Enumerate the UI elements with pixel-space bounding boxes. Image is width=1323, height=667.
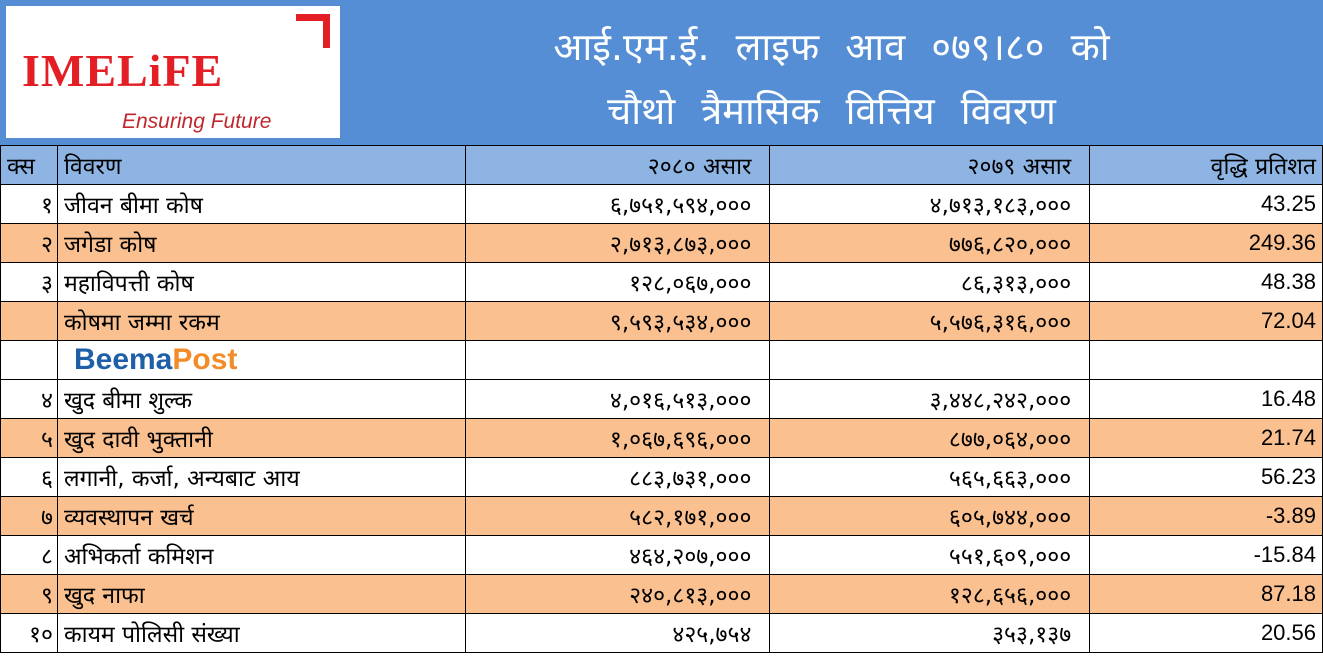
row-label: जगेडा कोष (56, 223, 466, 263)
table-row: ३ महाविपत्ती कोष १२८,०६७,००० ८६,३१३,००० 48.3… (0, 262, 1323, 302)
row-previous: ८७७,०६४,००० (769, 418, 1091, 458)
row-previous: ३,४४८,२४२,००० (769, 379, 1091, 419)
title-line-2: चौथो त्रैमासिक वित्तिय विवरण (607, 89, 1056, 133)
row-sn: ४ (0, 379, 58, 419)
row-label: खुद बीमा शुल्क (56, 379, 466, 419)
row-current: १२८,०६७,००० (464, 262, 771, 302)
row-sn: ९ (0, 574, 58, 614)
row-label: व्यवस्थापन खर्च (56, 496, 466, 536)
row-sn: ८ (0, 535, 58, 575)
table-row: ८ अभिकर्ता कमिशन ४६४,२०७,००० ५५१,६०९,००० -15… (0, 535, 1323, 575)
row-previous: ५५१,६०९,००० (769, 535, 1091, 575)
table-row: १ जीवन बीमा कोष ६,७५१,५९४,००० ४,७१३,१८३,०००… (0, 184, 1323, 224)
row-label: कोषमा जम्मा रकम (56, 301, 466, 341)
header-sn: क्स (0, 145, 58, 185)
row-sn: ५ (0, 418, 58, 458)
row-previous: ५६५,६६३,००० (769, 457, 1091, 497)
title-line-1: आई.एम.ई. लाइफ आव ०७९।८० को (553, 25, 1110, 69)
row-label: अभिकर्ता कमिशन (56, 535, 466, 575)
row-current: ८८३,७३१,००० (464, 457, 771, 497)
row-previous: १२८,६५६,००० (769, 574, 1091, 614)
row-growth: -3.89 (1089, 496, 1323, 536)
row-label: जीवन बीमा कोष (56, 184, 466, 224)
row-current: ४६४,२०७,००० (464, 535, 771, 575)
logo-tagline: Ensuring Future (122, 110, 272, 133)
row-growth: 87.18 (1089, 574, 1323, 614)
row-growth: 16.48 (1089, 379, 1323, 419)
logo-mark-icon (296, 14, 330, 48)
row-sn: ७ (0, 496, 58, 536)
row-sn: १ (0, 184, 58, 224)
row-growth: 48.38 (1089, 262, 1323, 302)
table-row: ६ लगानी, कर्जा, अन्यबाट आय ८८३,७३१,००० ५६५,… (0, 457, 1323, 497)
table-row: ७ व्यवस्थापन खर्च ५८२,१७१,००० ६०५,७४४,००० -3… (0, 496, 1323, 536)
row-previous: ५,५७६,३१६,००० (769, 301, 1091, 341)
row-previous: ७७६,८२०,००० (769, 223, 1091, 263)
header-band: IMELiFE Ensuring Future आई.एम.ई. लाइफ आव… (0, 0, 1323, 145)
table-row: २ जगेडा कोष २,७१३,८७३,००० ७७६,८२०,००० 249.36 (0, 223, 1323, 263)
row-previous: ३५३,१३७ (769, 613, 1091, 653)
table-row: ९ खुद नाफा २४०,८१३,००० १२८,६५६,००० 87.18 (0, 574, 1323, 614)
row-growth: 72.04 (1089, 301, 1323, 341)
row-sn: १० (0, 613, 58, 653)
row-growth: -15.84 (1089, 535, 1323, 575)
row-current: ४२५,७५४ (464, 613, 771, 653)
ime-life-logo: IMELiFE Ensuring Future (6, 6, 340, 138)
table-row: ५ खुद दावी भुक्तानी १,०६७,६९६,००० ८७७,०६४,०… (0, 418, 1323, 458)
row-growth: 56.23 (1089, 457, 1323, 497)
beemapost-watermark: BeemaPost (56, 340, 466, 380)
row-current: २४०,८१३,००० (464, 574, 771, 614)
row-previous: ६०५,७४४,००० (769, 496, 1091, 536)
table-row: कोषमा जम्मा रकम ९,५९३,५३४,००० ५,५७६,३१६,००… (0, 301, 1323, 341)
row-growth: 249.36 (1089, 223, 1323, 263)
row-sn: ३ (0, 262, 58, 302)
row-current: ९,५९३,५३४,००० (464, 301, 771, 341)
header-growth: वृद्धि प्रतिशत (1089, 145, 1323, 185)
row-sn: २ (0, 223, 58, 263)
row-label: खुद दावी भुक्तानी (56, 418, 466, 458)
row-growth: 43.25 (1089, 184, 1323, 224)
header-previous: २०७९ असार (769, 145, 1091, 185)
header-row: क्स विवरण २०८० असार २०७९ असार वृद्धि प्र… (0, 145, 1323, 185)
row-sn (0, 301, 58, 341)
row-label: कायम पोलिसी संख्या (56, 613, 466, 653)
row-current: ६,७५१,५९४,००० (464, 184, 771, 224)
row-previous: ४,७१३,१८३,००० (769, 184, 1091, 224)
row-current: २,७१३,८७३,००० (464, 223, 771, 263)
row-label: लगानी, कर्जा, अन्यबाट आय (56, 457, 466, 497)
watermark-row: BeemaPost (0, 340, 1323, 380)
row-current: ४,०१६,५१३,००० (464, 379, 771, 419)
row-sn: ६ (0, 457, 58, 497)
row-label: महाविपत्ती कोष (56, 262, 466, 302)
logo-brand: IMELiFE (22, 45, 224, 96)
row-previous: ८६,३१३,००० (769, 262, 1091, 302)
header-label: विवरण (56, 145, 466, 185)
row-current: १,०६७,६९६,००० (464, 418, 771, 458)
row-growth: 21.74 (1089, 418, 1323, 458)
row-growth: 20.56 (1089, 613, 1323, 653)
row-current: ५८२,१७१,००० (464, 496, 771, 536)
header-current: २०८० असार (464, 145, 771, 185)
table-row: १० कायम पोलिसी संख्या ४२५,७५४ ३५३,१३७ 20.56 (0, 613, 1323, 653)
table-row: ४ खुद बीमा शुल्क ४,०१६,५१३,००० ३,४४८,२४२,००… (0, 379, 1323, 419)
row-label: खुद नाफा (56, 574, 466, 614)
financial-table: क्स विवरण २०८० असार २०७९ असार वृद्धि प्र… (0, 145, 1323, 653)
